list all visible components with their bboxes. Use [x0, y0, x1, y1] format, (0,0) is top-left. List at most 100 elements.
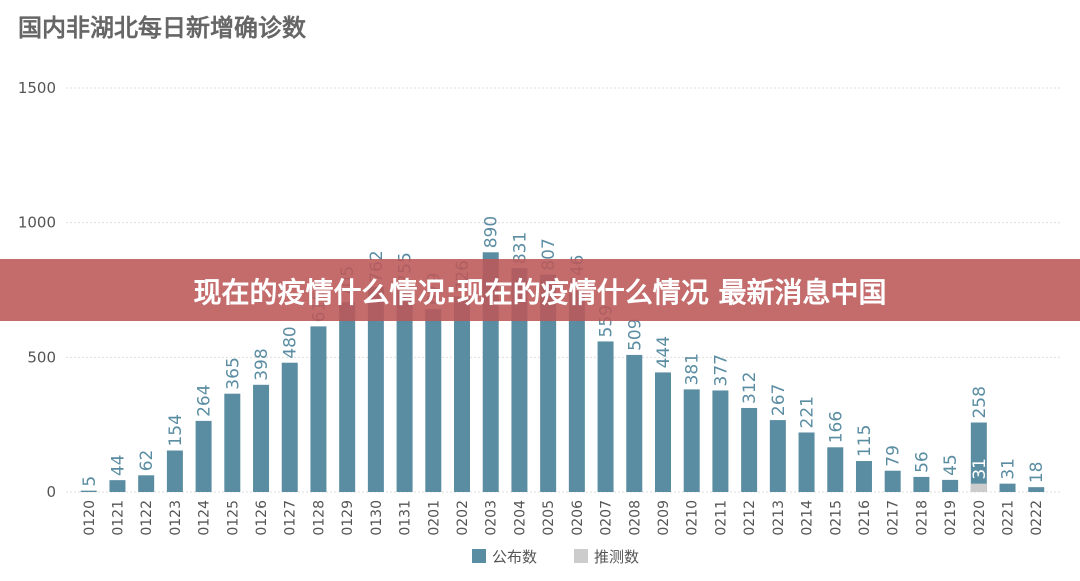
x-tick-label: 0216 [857, 500, 873, 536]
x-tick-label: 0209 [656, 500, 672, 536]
x-tick-label: 0125 [225, 500, 241, 536]
value-label: 44 [108, 455, 128, 477]
bar [109, 480, 126, 492]
bar [999, 483, 1016, 492]
x-tick-label: 0222 [1029, 500, 1045, 536]
value-label: 831 [510, 232, 530, 264]
bar [970, 483, 987, 492]
value-label: 264 [195, 384, 215, 416]
bar [827, 447, 844, 492]
y-tick-label: 500 [27, 348, 56, 366]
value-label: 258 [970, 386, 990, 418]
bar [626, 354, 643, 492]
x-tick-label: 0207 [599, 500, 615, 536]
x-tick-label: 0124 [197, 500, 213, 536]
banner-text: 现在的疫情什么情况:现在的疫情什么情况 最新消息中国 [194, 276, 887, 309]
x-tick-label: 0214 [800, 500, 816, 536]
x-tick-label: 0211 [713, 500, 729, 536]
x-tick-label: 0218 [914, 500, 930, 536]
bar [80, 490, 97, 492]
x-tick-label: 0123 [168, 500, 184, 536]
value-label: 31 [999, 458, 1019, 480]
legend-label: 推测数 [594, 548, 639, 566]
bar [253, 384, 270, 492]
x-tick-label: 0213 [771, 500, 787, 536]
x-tick-label: 0126 [254, 500, 270, 536]
value-label: 18 [1027, 462, 1047, 484]
bar [511, 268, 528, 492]
y-tick-label: 0 [46, 483, 56, 501]
bar [970, 422, 987, 492]
value-label: 312 [740, 372, 760, 404]
bar [712, 390, 729, 492]
value-label: 79 [884, 445, 904, 467]
bar [281, 362, 298, 492]
value-label: 62 [137, 450, 157, 472]
bar [166, 450, 183, 492]
bar [310, 326, 327, 492]
bar [798, 432, 815, 492]
x-tick-label: 0130 [369, 500, 385, 536]
value-label: 31 [970, 458, 990, 480]
x-tick-label: 0206 [570, 500, 586, 536]
bar [683, 389, 700, 492]
value-label: 381 [683, 353, 703, 385]
legend-label: 公布数 [492, 548, 537, 566]
bar [454, 296, 471, 492]
value-label: 166 [826, 411, 846, 443]
bar [224, 393, 241, 492]
value-label: 398 [252, 348, 272, 380]
bar [540, 274, 557, 492]
legend-swatch [574, 549, 588, 563]
value-label: 154 [166, 414, 186, 446]
x-tick-label: 0129 [340, 500, 356, 536]
y-tick-label: 1500 [18, 79, 56, 97]
bar [597, 341, 614, 492]
x-tick-label: 0204 [512, 500, 528, 536]
x-tick-label: 0127 [283, 500, 299, 536]
bar [942, 479, 959, 492]
x-tick-label: 0221 [1001, 500, 1017, 536]
bar [425, 309, 442, 492]
y-tick-label: 1000 [18, 214, 56, 232]
value-label: 267 [769, 384, 789, 416]
x-tick-label: 0215 [828, 500, 844, 536]
value-label: 365 [223, 357, 243, 389]
banner [0, 259, 1080, 321]
x-tick-label: 0217 [886, 500, 902, 536]
value-label: 480 [281, 326, 301, 358]
x-tick-label: 0205 [541, 500, 557, 536]
x-tick-label: 0219 [943, 500, 959, 536]
x-tick-label: 0212 [742, 500, 758, 536]
value-label: 56 [912, 451, 932, 473]
bar [367, 286, 384, 492]
bar [138, 475, 155, 492]
x-tick-label: 0201 [426, 500, 442, 536]
x-tick-label: 0131 [398, 500, 414, 536]
value-label: 5 [80, 476, 100, 487]
bar [339, 302, 356, 492]
value-label: 221 [798, 396, 818, 428]
bar [654, 372, 671, 492]
bar [913, 476, 930, 492]
x-tick-label: 0203 [484, 500, 500, 536]
x-tick-label: 0128 [311, 500, 327, 536]
x-tick-label: 0220 [972, 500, 988, 536]
bar [396, 288, 413, 492]
bar [769, 420, 786, 492]
value-label: 115 [855, 425, 875, 457]
x-tick-label: 0202 [455, 500, 471, 536]
value-label: 377 [711, 354, 731, 386]
x-tick-label: 0208 [627, 500, 643, 536]
x-tick-label: 0122 [139, 500, 155, 536]
bar [1028, 487, 1045, 492]
value-label: 890 [482, 216, 502, 248]
bar [741, 407, 758, 492]
bar [195, 420, 212, 492]
value-label: 509 [625, 318, 645, 350]
bar [568, 291, 585, 492]
x-tick-label: 0121 [110, 500, 126, 536]
chart-title: 国内非湖北每日新增确诊数 [18, 14, 307, 42]
bar [884, 470, 901, 492]
